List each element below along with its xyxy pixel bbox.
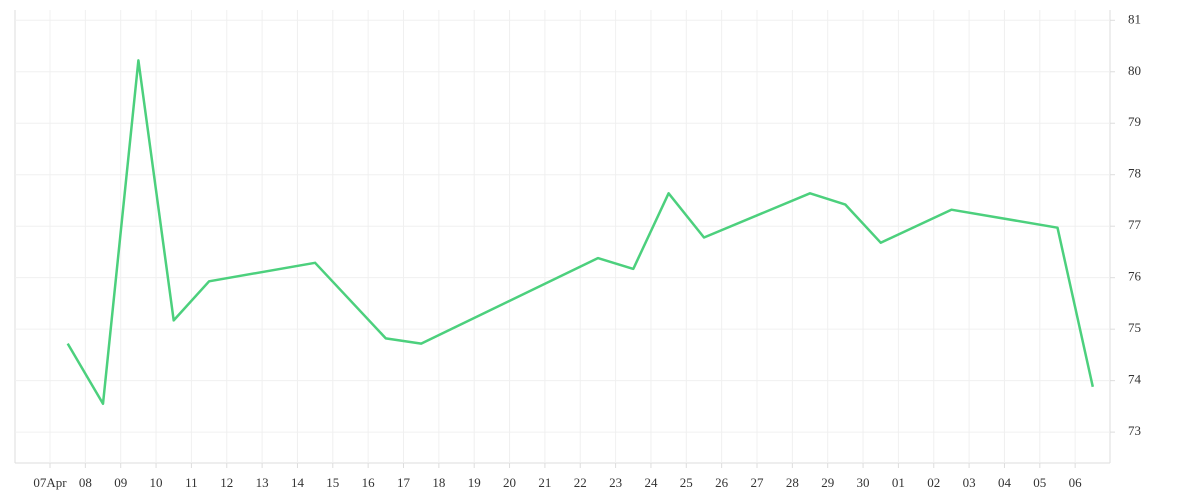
y-tick-label: 75 <box>1128 320 1141 335</box>
x-tick-label: 01 <box>892 475 905 490</box>
x-tick-label: 17 <box>397 475 411 490</box>
x-tick-label: 20 <box>503 475 516 490</box>
x-tick-label: 10 <box>150 475 163 490</box>
y-tick-label: 74 <box>1128 372 1142 387</box>
y-tick-label: 80 <box>1128 63 1141 78</box>
x-tick-label: 12 <box>220 475 233 490</box>
x-tick-label: 04 <box>998 475 1012 490</box>
x-tick-label: 27 <box>751 475 765 490</box>
y-tick-label: 76 <box>1128 269 1142 284</box>
x-tick-label: 06 <box>1069 475 1083 490</box>
x-tick-label: 18 <box>432 475 445 490</box>
x-tick-label: 09 <box>114 475 127 490</box>
x-tick-label: 21 <box>538 475 551 490</box>
x-tick-label: 11 <box>185 475 198 490</box>
x-tick-label: 30 <box>857 475 870 490</box>
x-tick-label: 15 <box>326 475 339 490</box>
x-tick-label: 07Apr <box>33 475 67 490</box>
x-tick-label: 16 <box>362 475 376 490</box>
y-tick-label: 78 <box>1128 166 1141 181</box>
x-tick-label: 28 <box>786 475 799 490</box>
x-tick-label: 23 <box>609 475 622 490</box>
y-tick-label: 79 <box>1128 114 1141 129</box>
x-tick-label: 03 <box>963 475 976 490</box>
x-tick-label: 29 <box>821 475 834 490</box>
y-tick-label: 73 <box>1128 423 1141 438</box>
x-tick-label: 26 <box>715 475 729 490</box>
x-tick-label: 05 <box>1033 475 1046 490</box>
x-tick-label: 22 <box>574 475 587 490</box>
x-tick-label: 08 <box>79 475 92 490</box>
x-tick-label: 24 <box>644 475 658 490</box>
x-tick-label: 14 <box>291 475 305 490</box>
line-series <box>66 59 1095 406</box>
x-tick-label: 02 <box>927 475 940 490</box>
y-tick-label: 77 <box>1128 217 1142 232</box>
y-tick-label: 81 <box>1128 11 1141 26</box>
x-tick-label: 25 <box>680 475 693 490</box>
x-tick-label: 19 <box>468 475 481 490</box>
x-tick-label: 13 <box>256 475 269 490</box>
